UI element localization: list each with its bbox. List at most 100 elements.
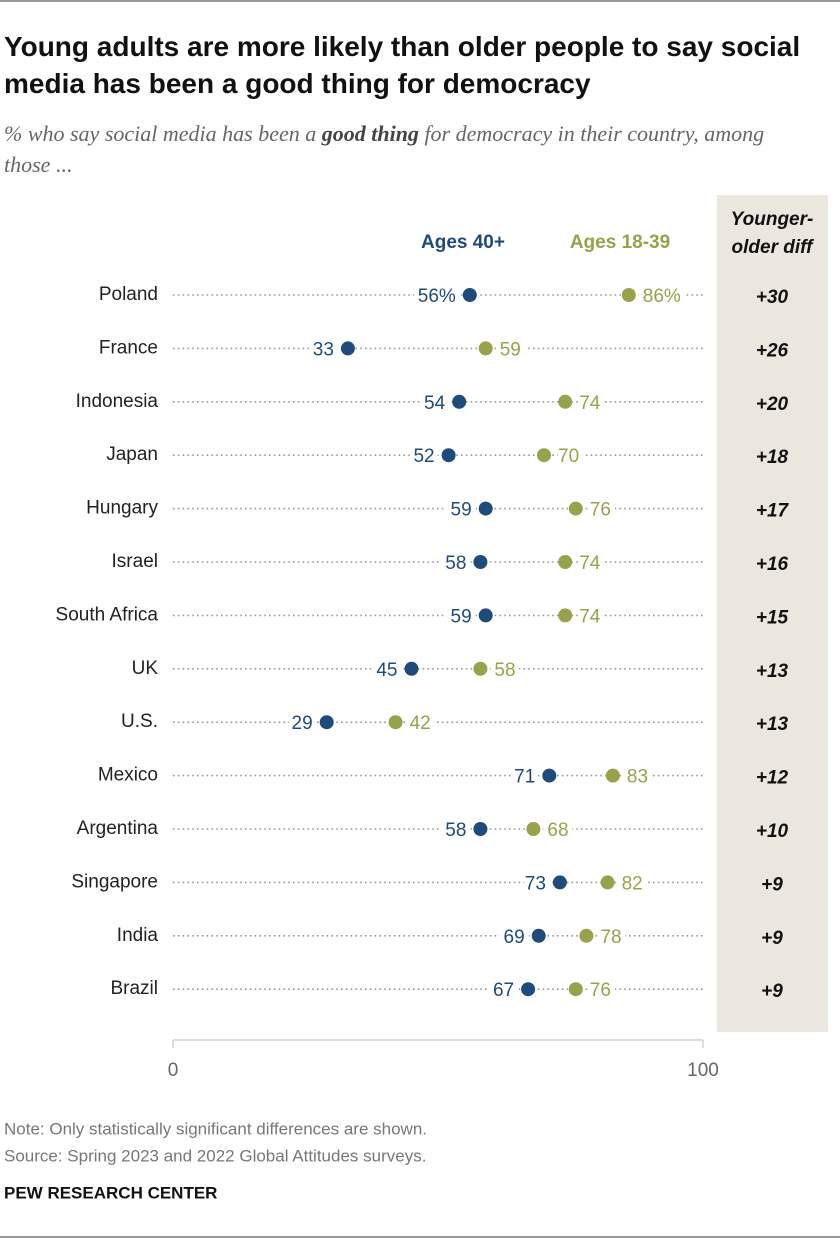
chart-title: Young adults are more likely than older … [4,31,801,99]
subtitle-part: % who say social media has been a [4,121,322,146]
value-label: 68 [547,820,568,841]
dot [340,341,355,356]
diff-label: +9 [761,981,783,1002]
diff-label: +13 [756,714,789,735]
legend-label: Ages 18-39 [570,232,670,253]
value-label: 74 [579,393,601,414]
value-label: 71 [514,767,535,788]
dot [473,555,488,569]
chart-subtitle: % who say social media has been a good t… [4,118,784,180]
value-label: 83 [627,767,648,788]
dot [579,928,594,943]
value-label: 76 [590,980,611,1001]
category-label: Poland [99,284,158,305]
dot [473,661,488,676]
value-label: 45 [376,660,397,681]
dot [621,288,636,302]
x-tick-label: 100 [687,1060,719,1081]
diff-header: Younger- [731,209,814,230]
source: Source: Spring 2023 and 2022 Global Atti… [4,1146,426,1165]
value-label: 52 [413,446,434,467]
dot [537,448,551,463]
category-label: UK [132,658,159,679]
diff-label: +10 [756,821,789,842]
value-label: 76 [590,500,611,521]
dot [526,822,541,836]
value-label: 82 [622,873,643,894]
dot [478,341,493,356]
dot [452,394,467,409]
subtitle-emphasis: good thing [321,121,419,146]
category-label: Argentina [77,818,159,839]
dot [568,982,583,997]
value-label: 29 [292,713,313,734]
diff-label: +30 [756,287,789,308]
value-label: 56% [418,286,456,307]
category-label: India [117,925,159,946]
category-label: Hungary [86,498,158,519]
category-label: Mexico [98,765,158,786]
value-label: 74 [579,553,601,574]
diff-label: +9 [761,928,783,949]
value-label: 59 [451,500,472,521]
diff-label: +18 [756,447,789,468]
diff-label: +12 [756,768,789,789]
value-label: 74 [579,606,601,627]
value-label: 58 [445,820,466,841]
dot [558,608,573,623]
value-label: 33 [313,339,334,360]
dot [568,501,583,516]
value-label: 58 [445,553,466,574]
dot [478,501,493,516]
value-label: 54 [424,393,446,414]
subtitle-part: for democracy in their country, among th… [4,121,765,177]
value-label: 69 [504,927,525,948]
dot [558,394,573,409]
dot [441,448,456,463]
value-label: 86% [643,286,681,307]
dot [558,555,573,569]
dot [473,822,488,836]
diff-label: +13 [756,661,789,682]
dot [319,715,334,730]
dot [521,982,536,997]
dot [531,928,546,943]
dot [600,875,615,890]
dot [388,715,403,730]
note: Note: Only statistically significant dif… [4,1119,427,1138]
value-label: 58 [494,660,515,681]
diff-label: +20 [756,394,789,415]
category-label: Israel [112,551,158,572]
dot [404,661,419,676]
value-label: 59 [500,339,521,360]
legend-label: Ages 40+ [421,232,505,253]
dot [552,875,567,890]
x-tick-label: 0 [168,1060,179,1081]
diff-label: +15 [756,607,789,628]
value-label: 78 [600,927,621,948]
category-label: South Africa [56,604,159,625]
dot [462,288,477,302]
brand: PEW RESEARCH CENTER [4,1183,217,1202]
diff-column-bg [717,195,828,1032]
category-label: France [99,337,158,358]
category-label: Singapore [71,871,158,892]
diff-header: older diff [732,237,815,258]
diff-label: +26 [756,340,789,361]
value-label: 59 [451,606,472,627]
dot [478,608,493,623]
value-label: 67 [493,980,514,1001]
diff-label: +16 [756,554,789,575]
dot [605,768,620,783]
diff-label: +17 [756,501,790,522]
category-label: Indonesia [76,391,159,412]
diff-label: +9 [761,874,783,895]
value-label: 73 [525,873,546,894]
category-label: U.S. [121,711,158,732]
category-label: Japan [106,444,158,465]
value-label: 70 [558,446,579,467]
category-label: Brazil [110,978,158,999]
dot [542,768,557,783]
